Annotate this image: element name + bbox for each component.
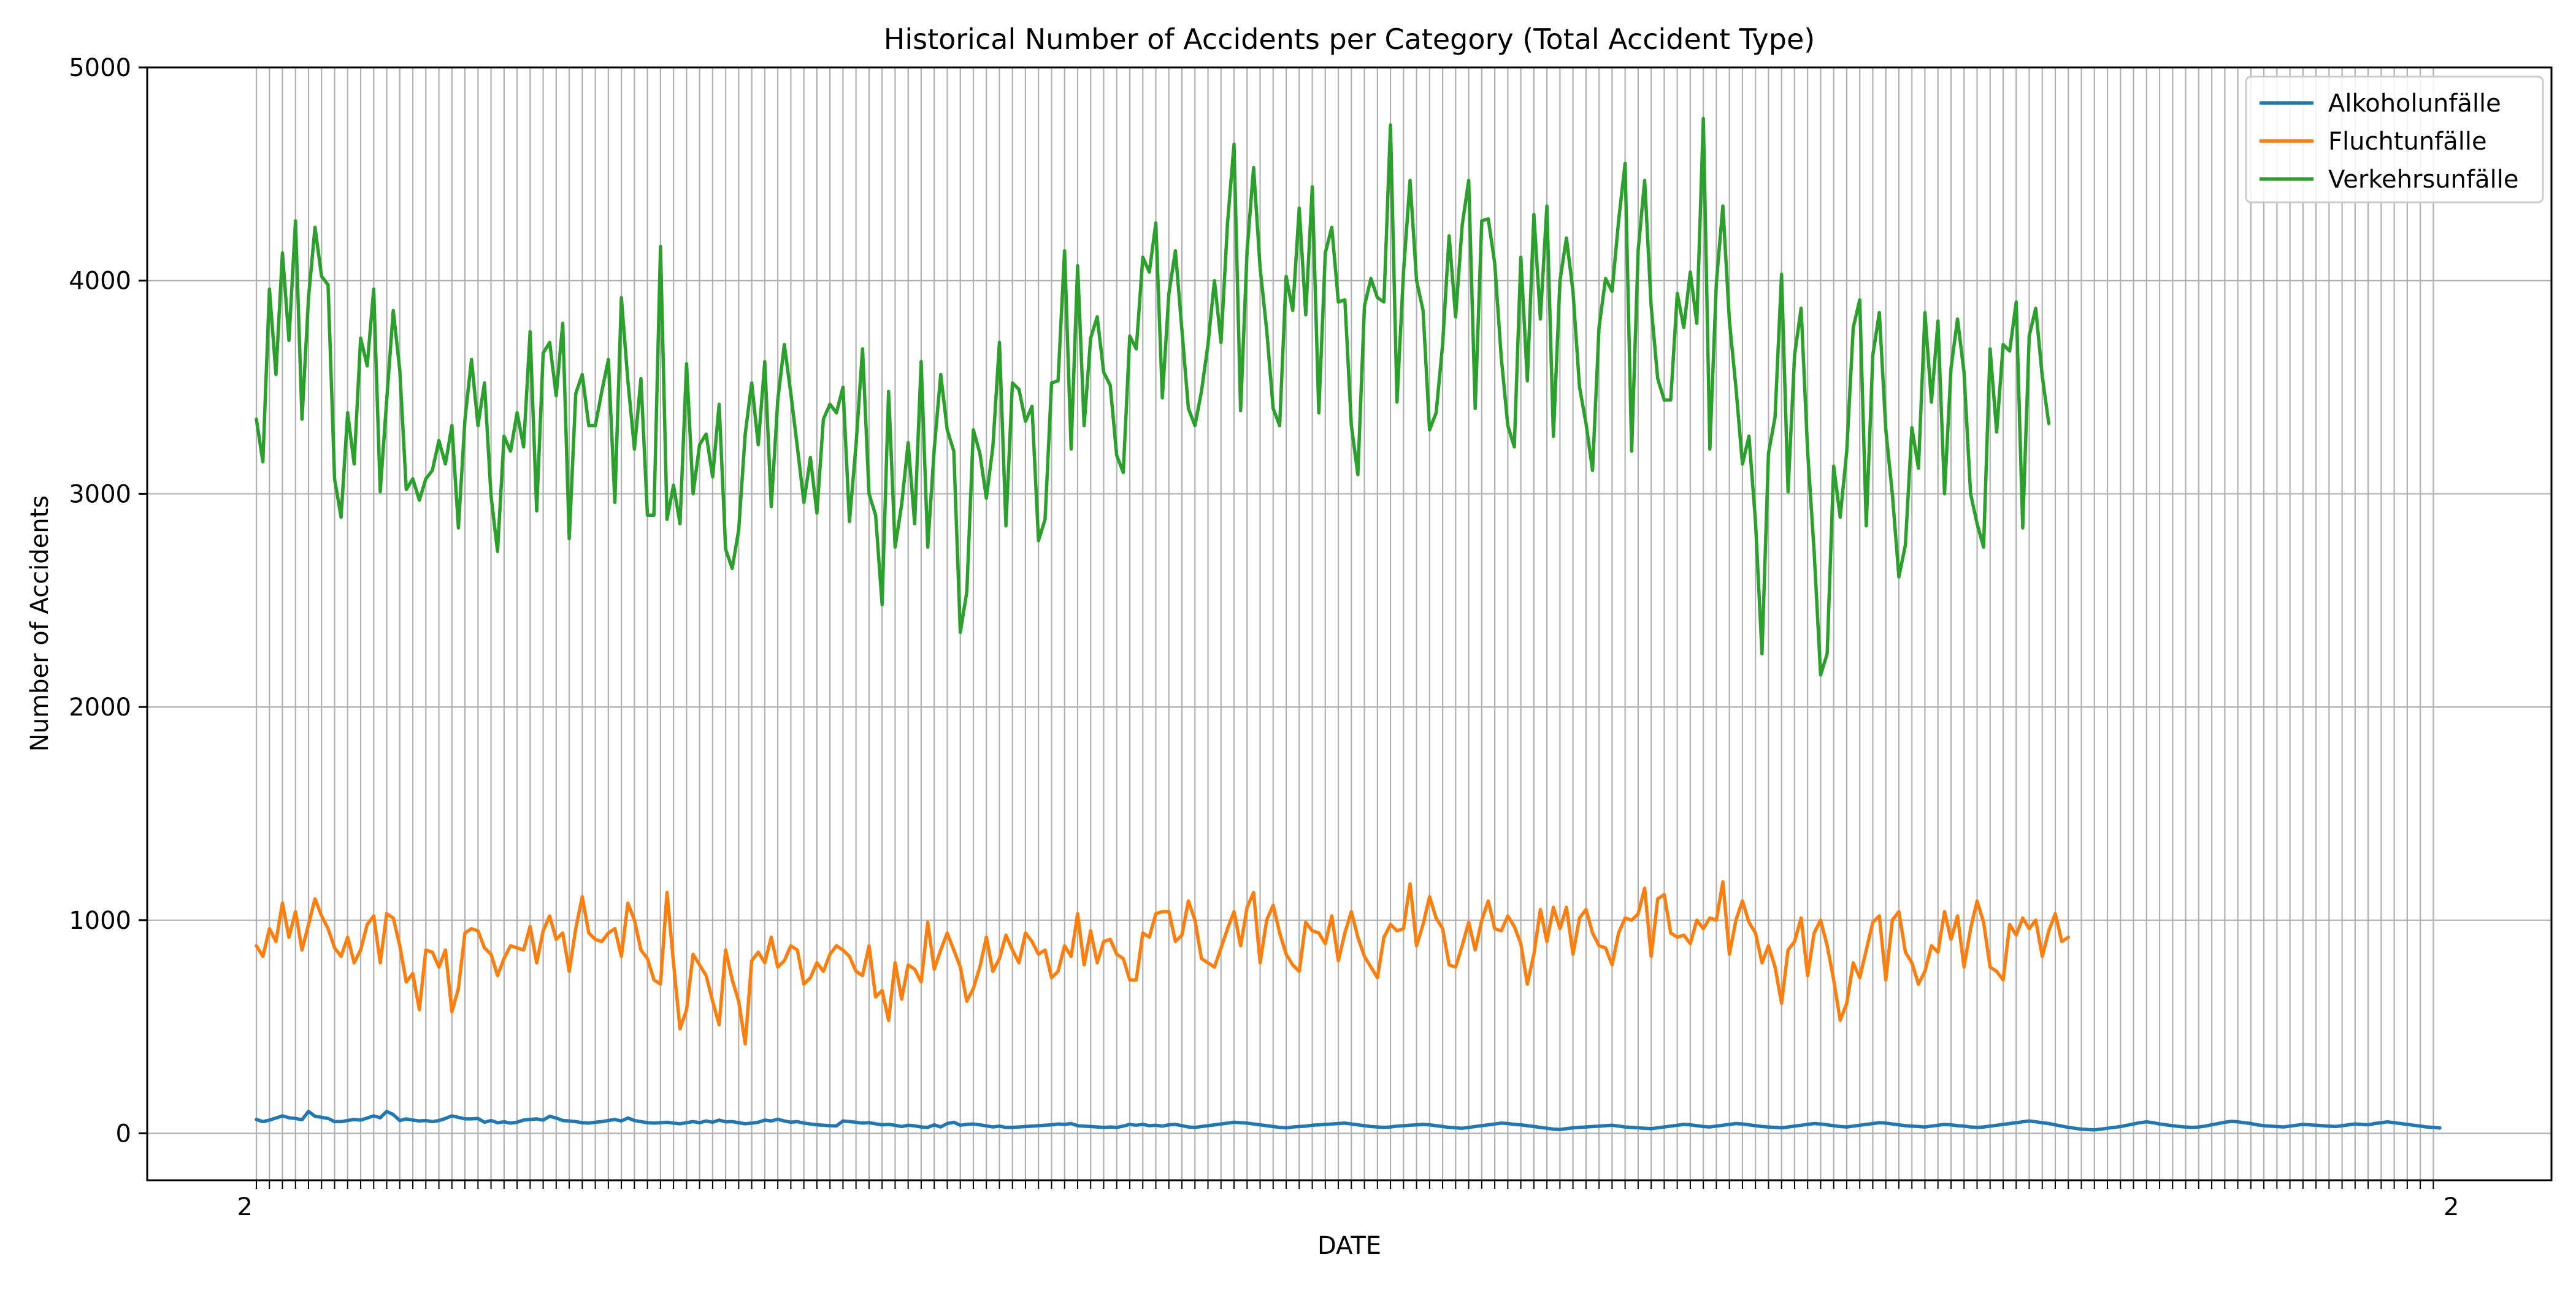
y-tick-label: 5000 [69, 54, 131, 82]
legend-items: Alkoholunfälle Fluchtunfälle Verkehrsunfäl… [2260, 90, 2518, 194]
plot-area-frame [146, 66, 2553, 1181]
legend-label: Fluchtunfälle [2328, 128, 2487, 156]
series-line-3 [255, 116, 2051, 677]
legend: Alkoholunfälle Fluchtunfälle Verkehrsunfäl… [2245, 75, 2544, 204]
y-axis-label: Number of Accidents [26, 495, 54, 752]
y-tick-label: 4000 [69, 267, 131, 296]
y-tick-label: 3000 [69, 480, 131, 508]
series-lines [255, 116, 2442, 1132]
legend-label: Verkehrsunfälle [2328, 166, 2518, 194]
x-tick-label-start: 2 [237, 1193, 253, 1221]
y-tick-label: 0 [116, 1120, 131, 1148]
series-line-1 [255, 1109, 2442, 1132]
x-axis-label: DATE [1317, 1232, 1381, 1260]
y-axis-ticks: 0 1000 2000 3000 4000 5000 [69, 54, 147, 1148]
y-tick-label: 2000 [69, 693, 131, 722]
y-tick-label: 1000 [69, 907, 131, 935]
x-gridlines [255, 67, 2434, 1180]
series-line-2 [255, 880, 2071, 1046]
x-tick-label-end: 2 [2444, 1193, 2459, 1221]
chart-title: Historical Number of Accidents per Categ… [884, 23, 1815, 56]
legend-frame [2245, 75, 2544, 204]
legend-label: Alkoholunfälle [2328, 90, 2501, 118]
